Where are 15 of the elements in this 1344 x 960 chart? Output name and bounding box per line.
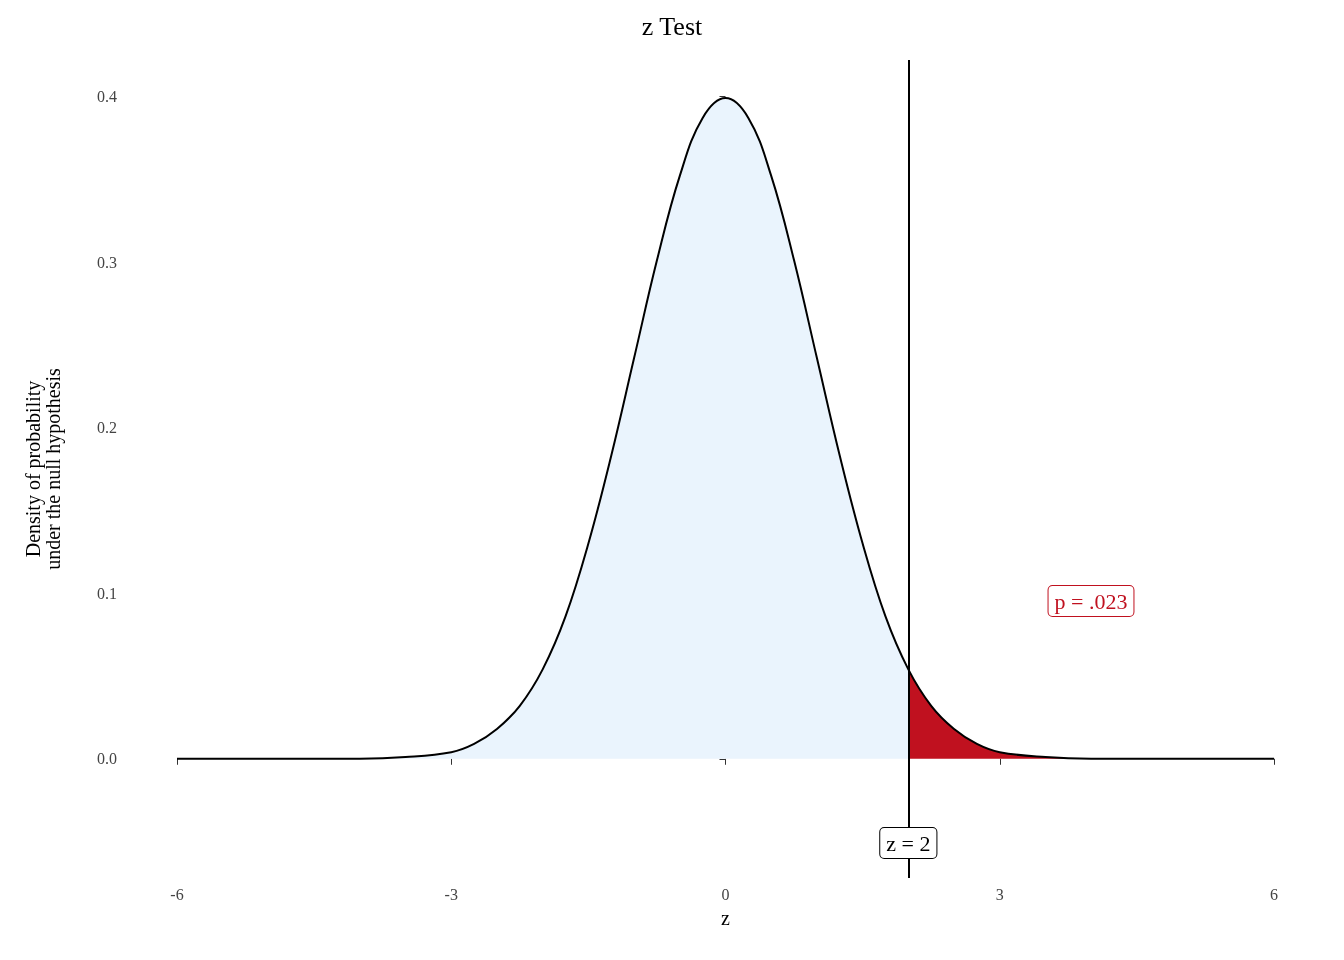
y-tick-label: 0.3 xyxy=(97,253,117,271)
x-tick-label: 6 xyxy=(1270,885,1278,903)
x-tick-label: 0 xyxy=(721,885,730,903)
y-tick-label: 0.0 xyxy=(97,750,117,768)
x-tick-label: -6 xyxy=(170,885,184,903)
annotation: p = .023 xyxy=(1054,588,1128,614)
y-axis-title: Density of probability under the null hypothesis xyxy=(22,367,65,570)
y-tick-label: 0.4 xyxy=(97,87,117,105)
ref-line-label: z = 2 xyxy=(886,830,931,856)
y-tick-label: 0.2 xyxy=(97,419,117,437)
y-tick-label: 0.1 xyxy=(97,584,117,602)
x-tick-label: 3 xyxy=(995,885,1004,903)
x-tick-label: -3 xyxy=(444,885,458,903)
chart-title: z Test xyxy=(641,11,704,41)
x-axis-title: z xyxy=(721,907,731,929)
